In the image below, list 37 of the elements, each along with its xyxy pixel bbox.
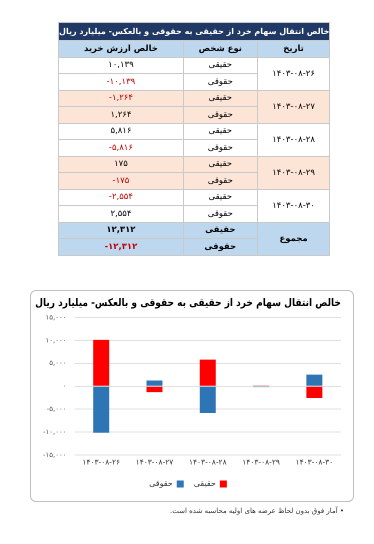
text: حقیقی <box>208 126 232 136</box>
text: تاریخ <box>257 40 330 57</box>
text: ۵,۸۱۶ <box>58 123 184 140</box>
category-label: ۱۴۰۳-۰۸-۲۸ <box>272 134 315 144</box>
category-label: ۱۴۰۳-۰۸-۳۰ <box>272 200 315 210</box>
text: نوع شخص <box>183 40 258 57</box>
text: -۵,۸۱۶ <box>58 140 184 156</box>
text: حقیقی <box>205 225 236 236</box>
text: -۲,۵۵۴ <box>58 189 184 206</box>
text: -۱۰,۱۳۹ <box>58 74 184 90</box>
legend-label: حقیقی <box>194 479 216 488</box>
text: حقوقی <box>204 242 236 252</box>
text: حقیقی <box>208 192 232 202</box>
legend-label: حقوقی <box>149 479 173 488</box>
text: حقوقی <box>208 176 233 186</box>
text: -۱۷۵ <box>58 172 184 189</box>
category-label: ۱۴۰۳-۰۸-۲۹ <box>272 168 315 178</box>
text: خالص ارزش خرید <box>58 40 184 57</box>
category-label: ۱۴۰۳-۰۸-۲۷ <box>272 102 315 112</box>
text: حقیقی <box>208 159 232 170</box>
text: ۱۰,۱۳۹ <box>58 57 184 74</box>
text: مجموع <box>257 222 330 255</box>
chart-title: خالص انتقال سهام خرد از حقیقی به حقوقی و بالعکس- میلیارد ریال <box>35 297 341 310</box>
text: حقوقی <box>208 142 233 153</box>
chart-subtitle: خالص انتقال سهام خرد از حقیقی به حقوقی و بالعکس- میلیارد ریال <box>58 22 330 40</box>
text: حقیقی <box>208 93 232 104</box>
text: حقوقی <box>208 76 233 87</box>
text: حقوقی <box>208 110 233 120</box>
text: ۱۷۵ <box>58 156 184 172</box>
text: -۱,۲۶۴ <box>58 90 184 106</box>
text: ۱,۲۶۴ <box>58 106 184 123</box>
category-label: ۱۴۰۳-۰۸-۲۶ <box>272 68 315 78</box>
text: حقیقی <box>208 60 232 70</box>
text: ۱۲,۳۱۲ <box>58 222 184 238</box>
text: -۱۲,۳۱۲ <box>58 238 184 255</box>
text: ۲,۵۵۴ <box>58 206 184 222</box>
text: حقوقی <box>208 208 233 219</box>
